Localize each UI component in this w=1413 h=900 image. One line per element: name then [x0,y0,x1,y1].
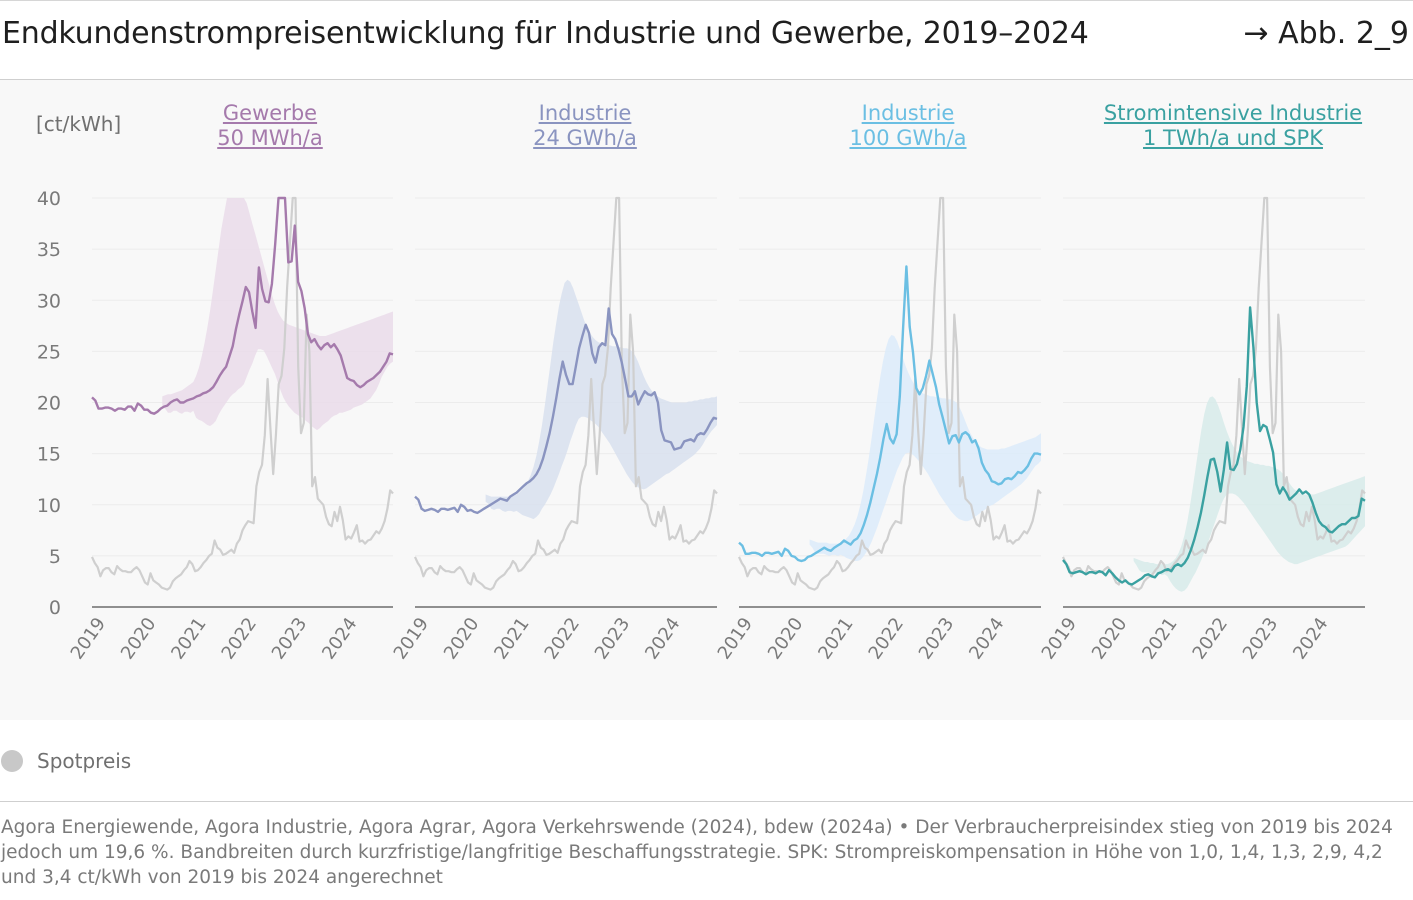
x-tick-label: 2021 [814,614,857,664]
spot-price-line [414,196,718,591]
x-tick-label: 2020 [440,614,483,664]
figure-reference[interactable]: → Abb. 2_9 [1243,16,1409,51]
x-tick-label: 2022 [865,614,908,664]
x-tick-label: 2023 [1239,614,1282,664]
chart-title: Endkundenstrompreisentwicklung für Indus… [2,16,1089,51]
x-tick-label: 2023 [591,614,634,664]
price-line [738,265,1042,563]
panel-3: 2019 2020 2021 2022 2023 2024 [1038,196,1366,664]
x-tick-label: 2020 [117,614,160,664]
x-tick-label: 2020 [764,614,807,664]
title-divider [0,79,1413,80]
panel-2: 2019 2020 2021 2022 2023 2024 [714,196,1042,664]
x-tick-label: 2019 [1038,614,1081,664]
y-tick-label: 5 [49,546,61,568]
y-tick-label: 30 [37,290,61,312]
x-tick-label: 2022 [541,614,584,664]
y-tick-label: 25 [37,341,61,363]
price-band [809,335,1041,561]
y-tick-label: 40 [37,188,61,210]
spot-price-line [91,196,394,591]
x-tick-label: 2022 [218,614,261,664]
x-tick-label: 2019 [67,614,110,664]
x-tick-label: 2021 [167,614,210,664]
price-line [91,196,394,415]
x-tick-label: 2019 [714,614,757,664]
y-tick-label: 35 [37,239,61,261]
panel-title-line2: 50 MWh/a [217,126,323,150]
price-line [414,307,718,515]
legend: Spotpreis [0,744,131,778]
legend-spot-swatch [1,750,23,772]
panel-title-line1: Industrie [538,101,632,125]
top-rule [0,0,1413,1]
panel-title-industrie-100gwh[interactable]: Industrie 100 GWh/a [818,101,998,151]
panel-title-line2: 24 GWh/a [533,126,637,150]
spot-price-line [738,196,1042,591]
y-tick-label: 15 [37,444,61,466]
x-tick-label: 2022 [1189,614,1232,664]
price-line [1062,306,1366,586]
x-tick-label: 2023 [915,614,958,664]
source-note: Agora Energiewende, Agora Industrie, Ago… [1,817,1393,888]
x-tick-label: 2024 [318,614,361,664]
x-tick-label: 2024 [965,614,1008,664]
panel-1: 2019 2020 2021 2022 2023 2024 [390,196,718,664]
y-axis-unit-label: [ct/kWh] [36,112,122,136]
panel-title-industrie-24gwh[interactable]: Industrie 24 GWh/a [495,101,675,151]
x-tick-label: 2019 [390,614,433,664]
panel-title-stromintensive-industrie[interactable]: Stromintensive Industrie 1 TWh/a und SPK [1083,101,1383,151]
price-band [162,198,393,431]
x-tick-label: 2024 [1289,614,1332,664]
panel-title-gewerbe[interactable]: Gewerbe 50 MWh/a [180,101,360,151]
panel-title-line1: Stromintensive Industrie [1103,101,1363,125]
price-band [1133,396,1365,592]
legend-spot-label: Spotpreis [37,749,132,773]
panel-title-line1: Industrie [861,101,955,125]
panel-plot-group [91,196,394,591]
x-tick-label: 2021 [490,614,533,664]
panel-0: 2019 2020 2021 2022 2023 2024 [67,196,394,664]
y-tick-label: 20 [37,393,61,415]
y-tick-label: 10 [37,495,61,517]
x-tick-label: 2021 [1138,614,1181,664]
panel-title-line2: 100 GWh/a [849,126,967,150]
footer-divider [0,801,1413,802]
x-tick-label: 2023 [268,614,311,664]
panel-plot-group [738,196,1042,591]
y-tick-label: 0 [49,597,61,619]
x-tick-label: 2020 [1088,614,1131,664]
panel-plot-group [414,196,718,591]
panel-plot-group [1062,196,1366,592]
panel-title-line2: 1 TWh/a und SPK [1143,126,1323,150]
x-tick-label: 2024 [641,614,684,664]
panel-title-line1: Gewerbe [222,101,318,125]
